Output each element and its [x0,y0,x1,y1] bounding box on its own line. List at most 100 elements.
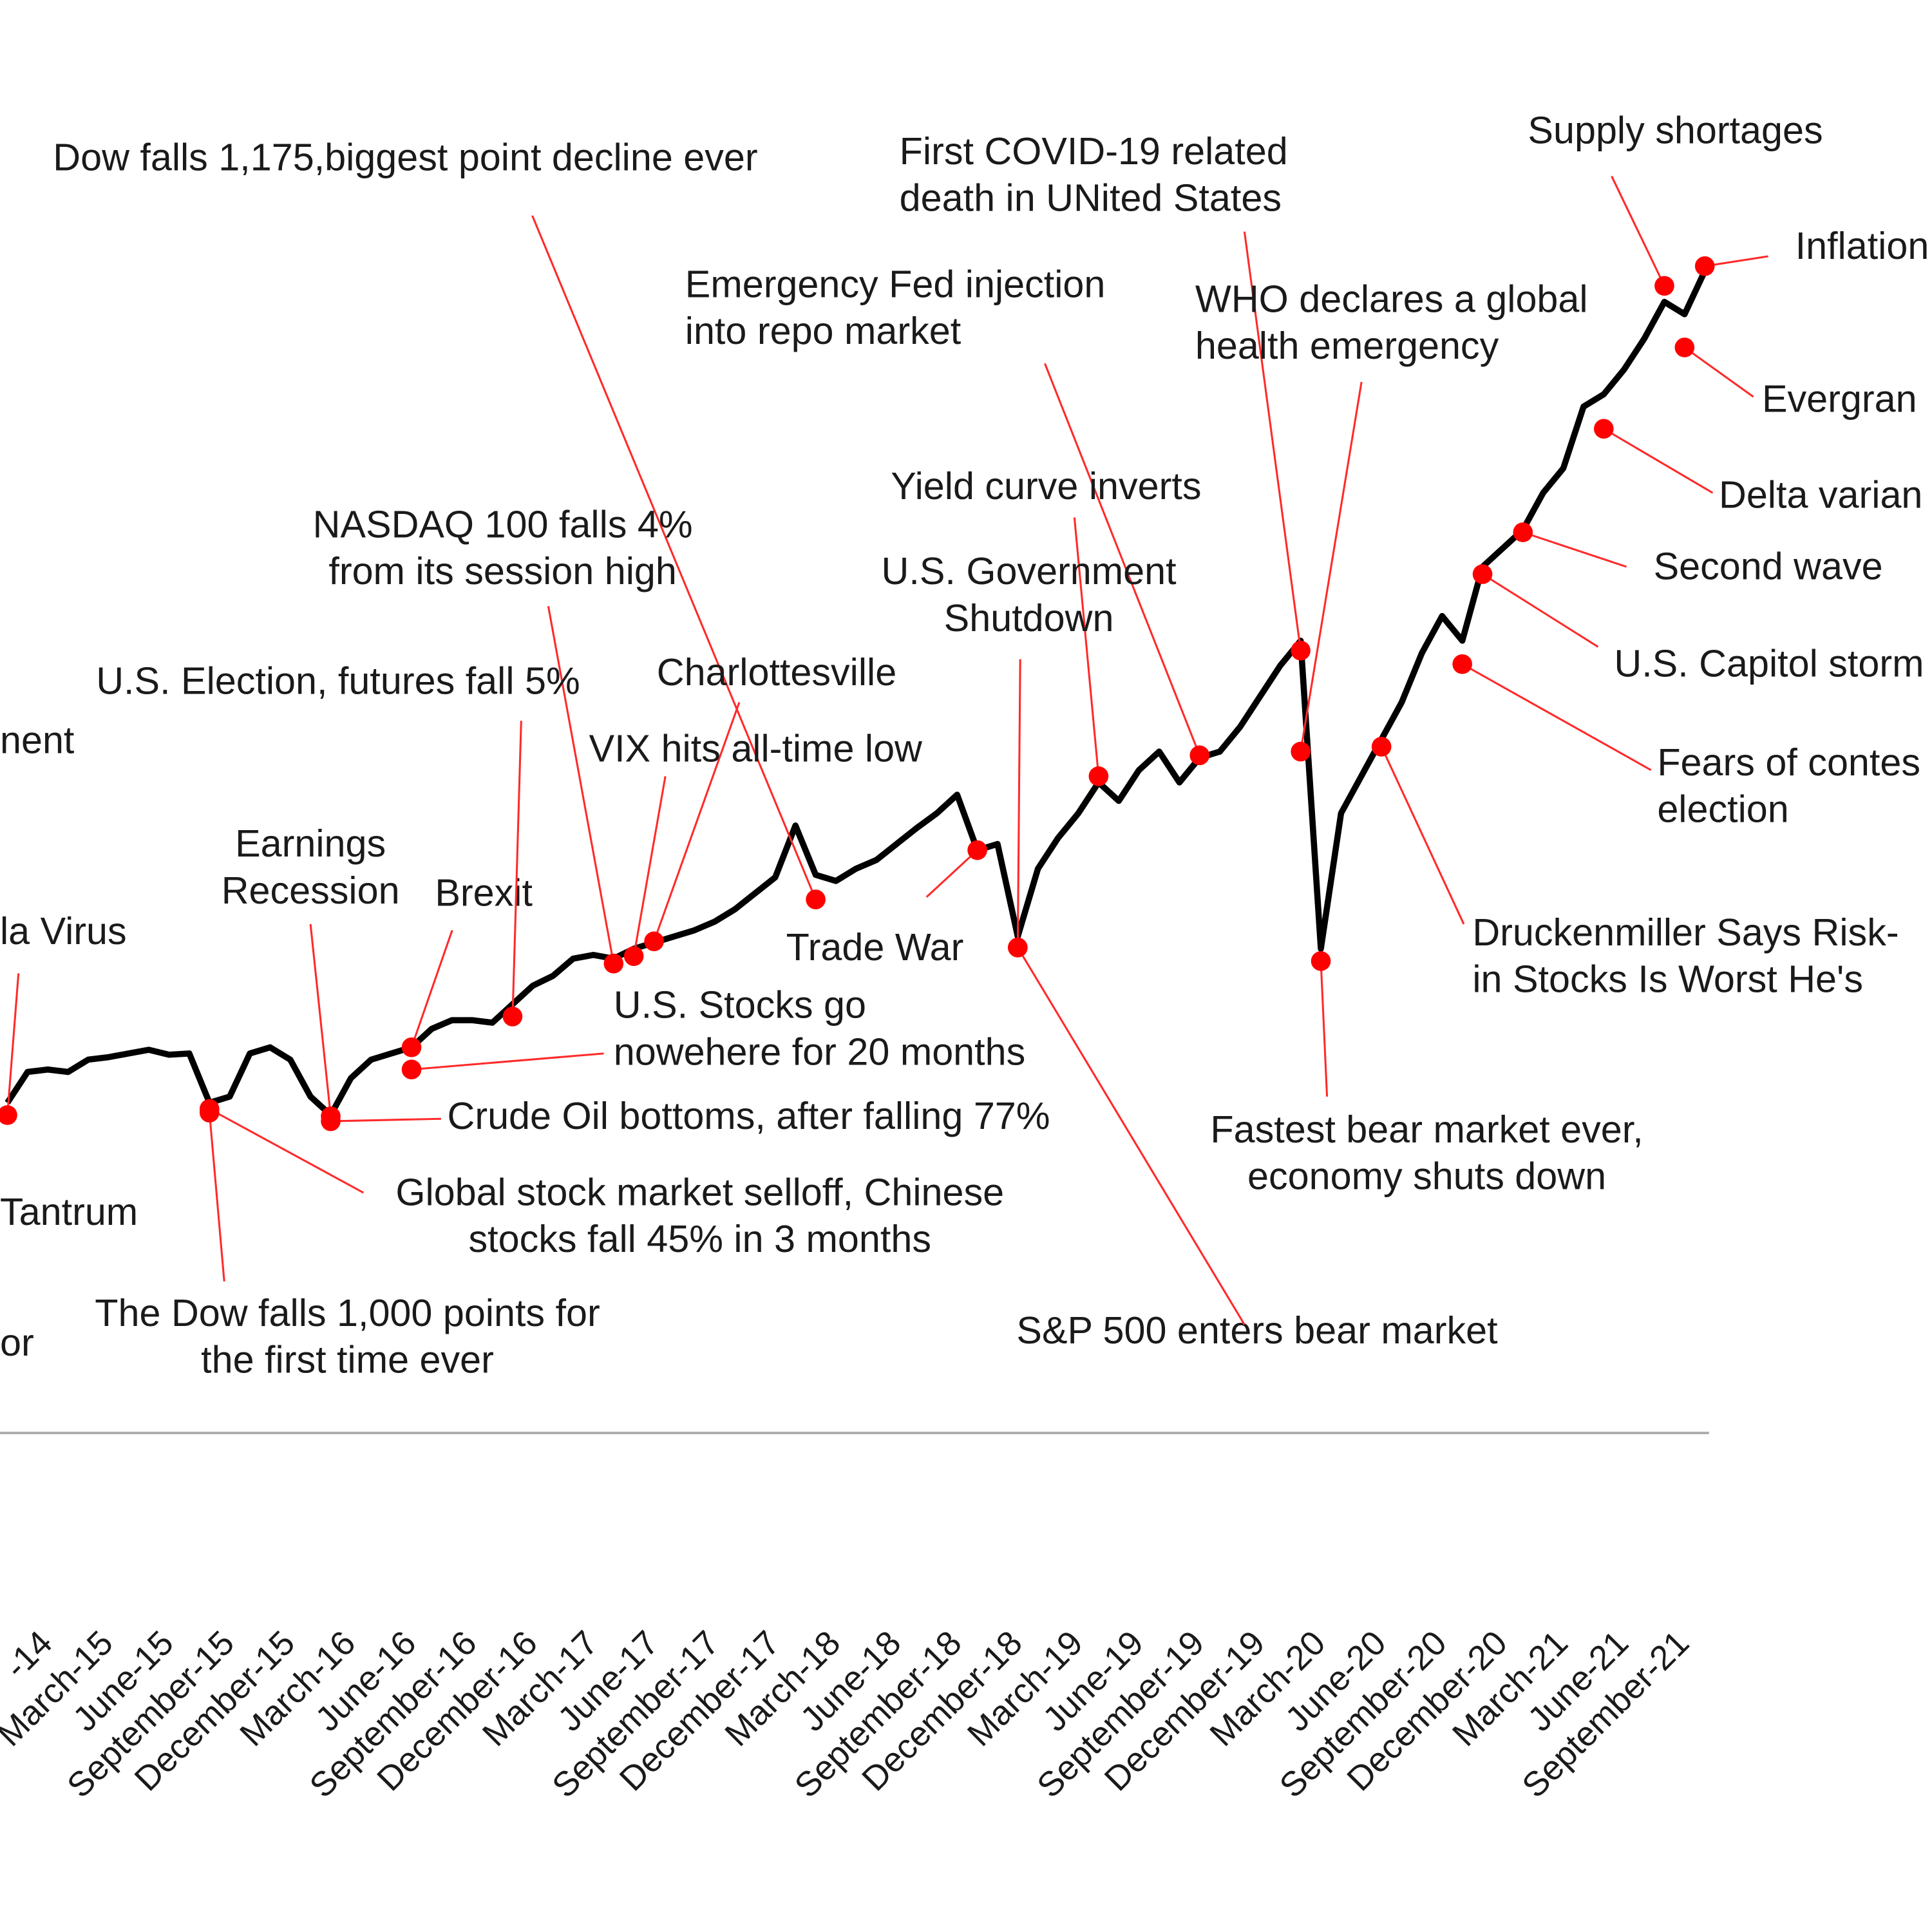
leader-line [1603,428,1714,494]
event-dot [502,1007,523,1027]
event-dot [1291,741,1311,762]
event-dot [967,840,987,860]
annotation-text: Crude Oil bottoms, after falling 77% [448,1094,1050,1137]
annotation-text: in Stocks Is Worst He's [1472,958,1863,1001]
annotation-text: U.S. Capitol storm [1614,642,1924,685]
event-dot [1088,766,1109,786]
event-dot [1452,654,1472,674]
annotation-text: WHO declares a global [1195,277,1588,320]
annotation-text: election [1657,788,1788,831]
annotation-text: Shutdown [944,596,1114,639]
annotation-text: economy shuts down [1247,1155,1606,1198]
event-dot [199,1103,220,1122]
leader-line [531,215,817,900]
annotation-text: Druckenmiller Says Risk- [1472,911,1899,954]
annotation-text: death in UNited States [900,176,1282,220]
event-dot [0,1105,17,1125]
annotation-text: VIX hits all-time low [589,727,923,770]
event-dot [1694,256,1715,276]
event-dot [1674,337,1695,357]
annotation-text: First COVID-19 related [900,129,1288,173]
leader-line [208,1112,225,1282]
event-dot [603,953,624,974]
annotation-text: Tantrum [0,1190,138,1233]
event-dot [1291,640,1311,661]
leader-line [411,1052,604,1071]
annotation-text: Yield curve inverts [891,464,1201,507]
annotation-text: NASDAQ 100 falls 4% [313,503,693,546]
leader-line [1461,663,1652,772]
leader-line [6,973,20,1115]
leader-line [1073,517,1100,777]
leader-line [1611,175,1665,287]
annotation-text: Emergency Fed injection [685,262,1106,305]
annotation-text: nent [0,718,75,761]
annotation-text: nowehere for 20 months [614,1030,1025,1073]
annotation-text: stocks fall 45% in 3 months [468,1217,931,1260]
leader-line [1044,363,1201,756]
annotation-text: or [0,1321,34,1364]
event-dot [401,1059,422,1080]
leader-line [1380,746,1465,925]
annotation-text: Recession [222,869,400,912]
event-dot [1008,937,1028,958]
annotation-text: Brexit [435,871,533,914]
annotation-text: Delta varian [1719,473,1922,516]
leader-line [1482,573,1599,648]
price-line [5,269,1708,1119]
annotation-text: U.S. Government [882,549,1177,592]
leader-line [330,1117,441,1122]
annotation-text: health emergency [1195,324,1499,367]
annotation-text: U.S. Stocks go [614,983,866,1027]
annotation-text: S&P 500 enters bear market [1016,1309,1498,1352]
leader-line [1017,947,1245,1325]
event-dot [644,931,664,952]
leader-line [653,702,741,942]
leader-line [1683,346,1754,398]
event-dot [1189,745,1210,766]
annotation-text: la Virus [0,909,127,952]
leader-line [1320,961,1329,1097]
leader-line [1522,531,1627,568]
event-dot [1654,276,1674,296]
annotation-text: Evergran [1762,377,1917,420]
event-dot [1311,951,1331,971]
leader-line [1300,381,1363,752]
annotation-text: Supply shortages [1528,108,1823,151]
leader-line [925,849,978,898]
event-dot [1594,419,1614,439]
leader-line [511,721,522,1017]
annotation-text: Second wave [1654,545,1883,588]
event-dot [401,1037,422,1057]
annotation-text: from its session high [328,549,676,592]
annotation-text: Fears of contes [1657,741,1920,784]
annotation-text: Fastest bear market ever, [1210,1108,1643,1151]
annotation-text: Trade War [786,925,964,969]
event-dot [806,889,826,909]
leader-line [547,606,615,964]
leader-line [632,776,667,956]
event-dot [1472,564,1493,584]
leader-line [209,1108,365,1194]
event-dot [623,946,644,966]
leader-line [1243,231,1302,651]
event-dot [1513,522,1533,542]
leader-line [309,923,332,1117]
event-dot [1371,737,1392,757]
leader-line [410,930,453,1048]
annotation-text: Earnings [235,822,386,865]
annotation-text: into repo market [685,309,961,352]
annotation-text: Charlottesville [657,650,896,694]
annotation-text: the first time ever [201,1338,494,1381]
event-dot [321,1111,341,1132]
annotation-text: U.S. Election, futures fall 5% [96,659,580,703]
annotation-text: The Dow falls 1,000 points for [95,1291,600,1334]
annotation-text: Inflation [1795,224,1929,267]
annotation-text: Dow falls 1,175,biggest point decline ev… [53,135,757,178]
leader-line [1016,659,1021,948]
annotation-text: Global stock market selloff, Chinese [395,1171,1004,1214]
leader-line [1704,255,1768,267]
